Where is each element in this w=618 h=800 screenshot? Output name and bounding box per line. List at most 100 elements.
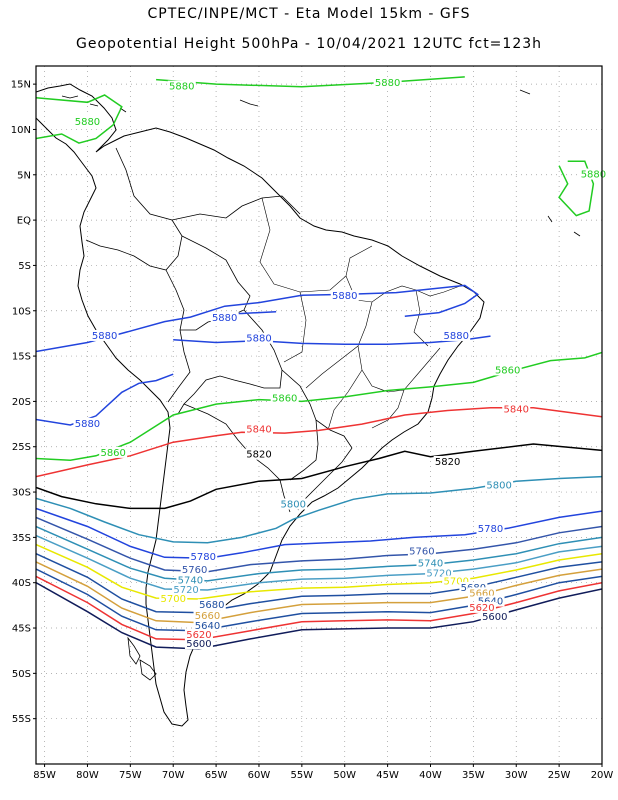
contour-label-5760: 5760 bbox=[409, 547, 434, 558]
contour-label-5840: 5840 bbox=[504, 404, 529, 415]
lat-tick-label: 55S bbox=[12, 714, 31, 725]
contour-label-5880: 5880 bbox=[92, 331, 117, 342]
contour-label-bg bbox=[193, 610, 222, 622]
contour-label-bg bbox=[159, 592, 188, 604]
contour-line-5620 bbox=[36, 575, 602, 641]
contour-label-bg bbox=[193, 620, 222, 632]
lat-tick-label: 5N bbox=[17, 170, 31, 181]
contour-label-5880: 5880 bbox=[75, 117, 100, 128]
contour-label-5880: 5880 bbox=[581, 170, 606, 181]
contour-label-bg bbox=[480, 610, 509, 622]
contour-label-5880: 5880 bbox=[75, 419, 100, 430]
contour-label-bg bbox=[180, 563, 209, 575]
contour-label-5720: 5720 bbox=[173, 585, 198, 596]
contour-label-bg bbox=[244, 332, 273, 344]
contour-label-5860: 5860 bbox=[495, 365, 520, 376]
contour-line-5700 bbox=[36, 543, 602, 600]
contour-label-bg bbox=[330, 290, 359, 302]
contour-label-5860: 5860 bbox=[100, 448, 125, 459]
contour-label-5740: 5740 bbox=[178, 576, 203, 587]
contour-label-bg bbox=[90, 329, 119, 341]
contour-label-5780: 5780 bbox=[478, 524, 503, 535]
contour-line-5880 bbox=[558, 160, 595, 217]
lat-tick-label: 45S bbox=[12, 624, 31, 635]
contour-line-5640 bbox=[36, 568, 602, 632]
contour-label-5840: 5840 bbox=[246, 424, 271, 435]
contour-line-5880 bbox=[36, 373, 174, 426]
lon-tick-label: 45W bbox=[376, 770, 399, 781]
contour-line-5740 bbox=[36, 525, 602, 582]
contour-label-5880: 5880 bbox=[169, 82, 194, 93]
lat-tick-label: 50S bbox=[12, 669, 31, 680]
map-title-line-2: Geopotential Height 500hPa - 10/04/2021 … bbox=[75, 36, 543, 52]
contour-label-5820: 5820 bbox=[435, 457, 460, 468]
contour-line-5780 bbox=[36, 507, 602, 559]
lon-tick-label: 20W bbox=[591, 770, 614, 781]
lat-tick-label: 10S bbox=[12, 306, 31, 317]
contour-line-5880 bbox=[156, 76, 465, 88]
contour-line-5680 bbox=[36, 553, 602, 614]
contour-label-bg bbox=[99, 446, 128, 458]
contour-line-5840 bbox=[36, 406, 602, 478]
contour-line-5800 bbox=[36, 475, 602, 544]
continent-coastline bbox=[36, 83, 485, 727]
lon-tick-label: 50W bbox=[333, 770, 356, 781]
contour-label-5660: 5660 bbox=[195, 611, 220, 622]
contour-label-bg bbox=[184, 638, 213, 650]
contour-label-5880: 5880 bbox=[332, 291, 357, 302]
lon-tick-label: 80W bbox=[76, 770, 99, 781]
contour-label-bg bbox=[270, 392, 299, 404]
map-title-line-1: CPTEC/INPE/MCT - Eta Model 15km - GFS bbox=[147, 6, 471, 22]
lat-tick-label: 20S bbox=[12, 397, 31, 408]
contour-label-5680: 5680 bbox=[199, 600, 224, 611]
lon-tick-label: 65W bbox=[205, 770, 228, 781]
contour-label-bg bbox=[407, 545, 436, 557]
contour-label-5740: 5740 bbox=[418, 558, 443, 569]
contour-label-bg bbox=[373, 77, 402, 89]
contour-label-bg bbox=[485, 479, 514, 491]
contour-line-5660 bbox=[36, 561, 602, 624]
contour-label-bg bbox=[579, 168, 608, 180]
contour-label-bg bbox=[172, 583, 201, 595]
contour-label-bg bbox=[210, 311, 239, 323]
contour-label-bg bbox=[433, 455, 462, 467]
lon-tick-label: 40W bbox=[419, 770, 442, 781]
lat-tick-label: 30S bbox=[12, 488, 31, 499]
contour-label-5620: 5620 bbox=[469, 603, 494, 614]
contour-label-bg bbox=[416, 557, 445, 569]
contour-label-bg bbox=[425, 567, 454, 579]
contour-label-5880: 5880 bbox=[246, 334, 271, 345]
lat-tick-label: EQ bbox=[17, 216, 31, 227]
contour-label-bg bbox=[167, 80, 196, 92]
contour-label-bg bbox=[73, 116, 102, 128]
contour-label-5820: 5820 bbox=[246, 450, 271, 461]
contour-label-bg bbox=[279, 498, 308, 510]
contour-label-5620: 5620 bbox=[186, 630, 211, 641]
contour-label-5800: 5800 bbox=[281, 500, 306, 511]
contour-label-bg bbox=[189, 551, 218, 563]
lon-tick-label: 55W bbox=[291, 770, 314, 781]
contour-label-bg bbox=[244, 448, 273, 460]
lat-tick-label: 25S bbox=[12, 442, 31, 453]
contour-label-bg bbox=[442, 575, 471, 587]
contour-label-bg bbox=[73, 417, 102, 429]
contour-label-bg bbox=[442, 329, 471, 341]
contour-line-5600 bbox=[36, 582, 602, 650]
lat-tick-label: 5S bbox=[18, 261, 31, 272]
contour-label-5700: 5700 bbox=[443, 577, 468, 588]
contour-label-5880: 5880 bbox=[212, 313, 237, 324]
lon-tick-label: 85W bbox=[33, 770, 56, 781]
contour-line-5880 bbox=[36, 94, 123, 144]
contour-labels: 5880 5880 5880 5880 5880 5880 5880 5880 5880 5880… bbox=[73, 77, 608, 650]
state-borders bbox=[259, 197, 461, 431]
contour-label-bg bbox=[184, 629, 213, 641]
contour-label-5760: 5760 bbox=[182, 565, 207, 576]
contour-label-5860: 5860 bbox=[272, 393, 297, 404]
contour-label-bg bbox=[197, 599, 226, 611]
contour-line-5880 bbox=[36, 284, 480, 353]
map-frame bbox=[35, 65, 603, 765]
contour-label-5780: 5780 bbox=[191, 552, 216, 563]
axis-ticks: 15N 10N 5N EQ 5S 10S 15S 20S 25S 30S 35S 40S 45S 50S 5… bbox=[11, 80, 614, 781]
lat-tick-label: 15N bbox=[11, 80, 31, 91]
